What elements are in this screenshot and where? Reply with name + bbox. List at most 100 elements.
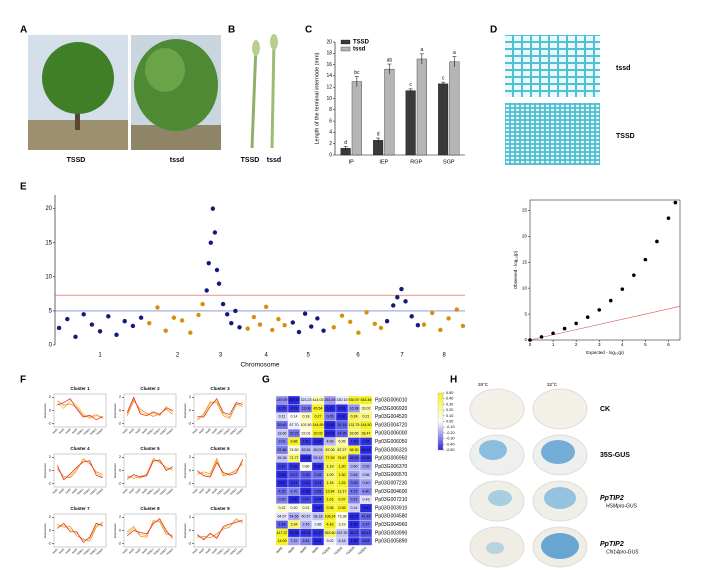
cell-value: 3.01 (279, 440, 286, 444)
x-tick-label: tssd4 (141, 427, 149, 435)
cell-value: 2.63 (303, 489, 310, 493)
x-axis-label: Chromosome (240, 362, 279, 369)
expression-line (56, 460, 103, 479)
cell-value: 0.27 (291, 473, 298, 477)
snp-point (212, 230, 218, 235)
snp-point (339, 313, 345, 318)
snp-point (220, 301, 226, 307)
x-tick-label: tssd2 (198, 487, 206, 495)
y-tick-label: 2 (119, 395, 121, 399)
y-tick-label: 10 (522, 285, 528, 290)
cluster-title: Cluster 7 (70, 506, 90, 511)
y-tick-label: 20 (45, 206, 52, 212)
x-tick-label: TSSD4 (235, 487, 244, 496)
x-tick-label: 1 (552, 342, 555, 347)
cell-value: 0.15 (279, 473, 286, 477)
cell-value: 4.67 (315, 539, 322, 543)
significance-letter: d (344, 140, 347, 146)
cell-value: 74.50 (290, 448, 299, 452)
chromosome-label: 6 (356, 353, 360, 359)
snp-point (171, 315, 177, 320)
x-tick-label: tssd3 (204, 547, 212, 555)
x-tick-label: 4 (621, 342, 624, 347)
x-tick-label: tssd4 (71, 427, 79, 435)
cell-value: 157.30 (337, 531, 348, 535)
cell-value: 0.18 (303, 415, 310, 419)
cell-value: 26.65 (350, 431, 359, 435)
y-tick-label: -2 (48, 542, 51, 546)
y-tick-label: 20 (522, 233, 528, 238)
plot-frame (53, 513, 107, 548)
x-tick-label: TSSD1 (76, 427, 85, 436)
cell-value: 37.83 (326, 423, 335, 427)
shoot-tip (252, 40, 260, 56)
plot-frame (53, 453, 107, 488)
cell-value: 3.94 (291, 523, 298, 527)
x-tick-label: tssd2 (128, 427, 136, 435)
snp-point (237, 325, 242, 330)
y-tick-label: 10 (326, 96, 332, 102)
qq-point (574, 321, 578, 326)
cell-value: 0.43 (363, 498, 370, 502)
y-axis-label: Expression (43, 403, 47, 418)
gus-stain (541, 440, 575, 464)
x-tick-label: TSSD3 (159, 547, 168, 556)
gene-id: Pp03G006920 (375, 406, 407, 412)
cell-value: 33.02 (362, 406, 371, 410)
x-tick-label: tssd4 (71, 487, 79, 495)
y-tick-label: 0 (119, 408, 121, 412)
x-tick-label: tssd1 (121, 487, 129, 495)
significance-letter: a (420, 47, 423, 53)
construct-label: 35S-GUS (600, 452, 630, 459)
cell-value: 0.05 (327, 415, 334, 419)
chromosome-label: 1 (98, 353, 102, 359)
x-tick-label: TSSD4 (95, 427, 104, 436)
cell-value: 26.54 (302, 531, 311, 535)
cell-value: 0.04 (315, 498, 322, 502)
qq-point (551, 331, 555, 336)
snp-point (81, 312, 86, 317)
expression-line (127, 518, 174, 539)
photo-label: TSSD (241, 157, 260, 164)
snp-point (356, 330, 361, 335)
significance-letter: bc (354, 70, 360, 76)
cluster-title: Cluster 4 (70, 446, 90, 451)
y-axis-label: Expression (183, 403, 187, 418)
qq-point (608, 298, 613, 303)
cell-value: 8.18 (339, 539, 346, 543)
gene-id: Pp03G006000 (375, 431, 407, 437)
snp-point (73, 334, 78, 340)
legend-label: tssd (353, 47, 366, 53)
cell-value: 53.12 (314, 456, 323, 460)
expression-line (57, 400, 103, 419)
cell-value: 0.35 (327, 506, 334, 510)
cell-value: 71.77 (290, 456, 299, 460)
cell-value: 15.08 (290, 531, 299, 535)
y-tick-label: 2 (329, 141, 332, 147)
x-tick-label: tssd3 (134, 427, 142, 435)
chromosome-label: 3 (219, 353, 223, 359)
y-tick-label: 4 (329, 130, 332, 136)
x-tick-label: TSSD1 (76, 487, 85, 496)
cell-value: 6.51 (339, 406, 346, 410)
x-tick-label: TSSD3 (159, 487, 168, 496)
y-axis-label: Expression (113, 403, 117, 418)
cell-value: 31.71 (350, 514, 359, 518)
photo-label: tssd (616, 65, 630, 72)
cell-value: 7.22 (291, 539, 298, 543)
cell-value: 1.97 (363, 523, 370, 527)
x-tick-label: 6 (667, 342, 670, 347)
y-tick-label: 8 (329, 107, 332, 113)
cell-value: 1.15 (327, 481, 334, 485)
snp-point (309, 324, 314, 329)
snp-point (210, 206, 216, 211)
y-tick-label: 0 (189, 408, 191, 412)
construct-label: PpTIP2 (600, 495, 624, 502)
qq-point (562, 326, 567, 331)
gene-id: Pp03G006320 (375, 447, 407, 453)
x-axis-label: Expected - log₁₀(p) (586, 350, 624, 355)
y-tick-label: 15 (522, 259, 528, 264)
cell-value: 55.40 (278, 423, 287, 427)
expression-line (127, 459, 173, 480)
gus-stain (486, 542, 504, 554)
